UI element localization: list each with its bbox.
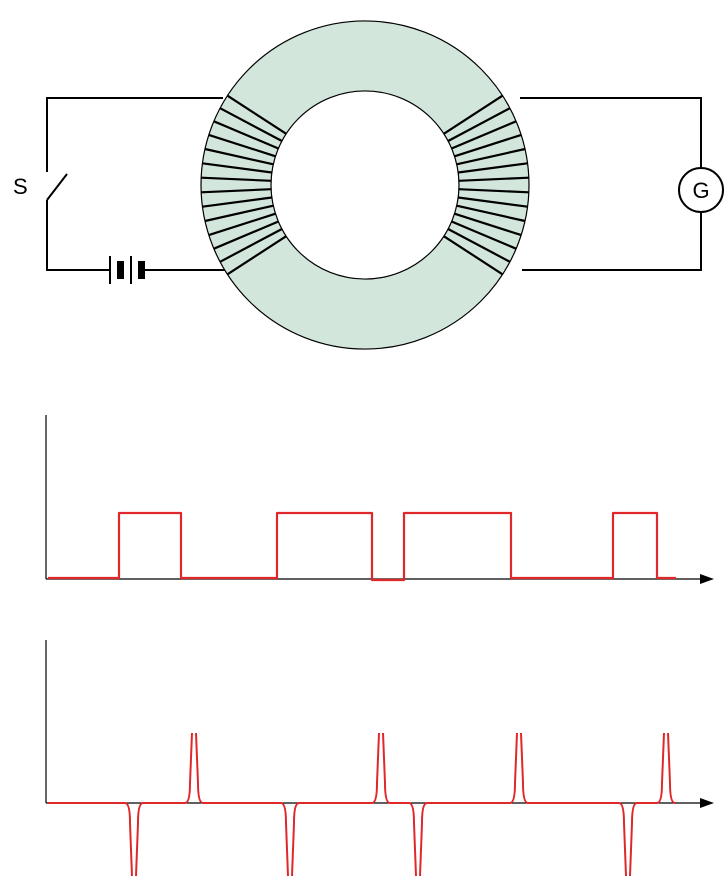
secondary-wire-top <box>520 97 702 168</box>
coil-winding <box>201 188 272 194</box>
coil-winding <box>208 133 276 158</box>
coil-winding <box>204 204 274 223</box>
coil-winding <box>454 212 522 237</box>
coil-winding <box>204 147 274 166</box>
coil-winding <box>458 188 529 194</box>
coil-winding <box>202 162 272 174</box>
coil-winding <box>447 107 511 142</box>
graph-bottom-x-arrow <box>700 798 714 808</box>
primary-coil <box>201 94 287 276</box>
coil-winding <box>454 133 522 158</box>
coil-winding <box>451 220 517 250</box>
galvanometer-label: G <box>692 178 709 203</box>
coil-winding <box>201 176 272 182</box>
secondary-circuit: G <box>520 97 724 271</box>
coil-winding <box>451 120 517 150</box>
primary-wire-top <box>46 97 223 172</box>
coil-winding <box>226 235 287 276</box>
battery <box>109 256 145 284</box>
graph-top-x-arrow <box>700 574 714 584</box>
coil-winding <box>213 120 279 150</box>
toroid-core <box>200 20 530 350</box>
core-ring <box>200 20 530 350</box>
battery-thick-plate-1 <box>117 261 124 279</box>
battery-thick-plate-2 <box>138 261 145 279</box>
coil-winding <box>208 212 276 237</box>
coil-winding <box>219 107 283 142</box>
primary-wire-bottom <box>46 200 110 271</box>
primary-current-trace <box>48 511 676 582</box>
induced-current-graph <box>45 640 714 876</box>
coil-winding <box>458 196 528 208</box>
coil-winding <box>458 162 528 174</box>
coil-winding <box>447 228 511 263</box>
switch-label: S <box>13 174 28 199</box>
coil-winding <box>443 94 504 135</box>
secondary-coil <box>443 94 529 276</box>
coil-winding <box>202 196 272 208</box>
coil-winding <box>226 94 287 135</box>
coil-winding <box>213 220 279 250</box>
coil-winding <box>443 235 504 276</box>
switch-lever[interactable] <box>46 173 68 201</box>
coil-winding <box>456 147 526 166</box>
secondary-wire-bottom <box>522 212 702 271</box>
primary-current-graph <box>45 415 714 584</box>
coil-winding <box>456 204 526 223</box>
induced-current-trace <box>48 732 676 876</box>
coil-winding <box>219 228 283 263</box>
primary-circuit: S <box>13 97 225 284</box>
galvanometer <box>678 167 724 213</box>
coil-winding <box>458 176 529 182</box>
